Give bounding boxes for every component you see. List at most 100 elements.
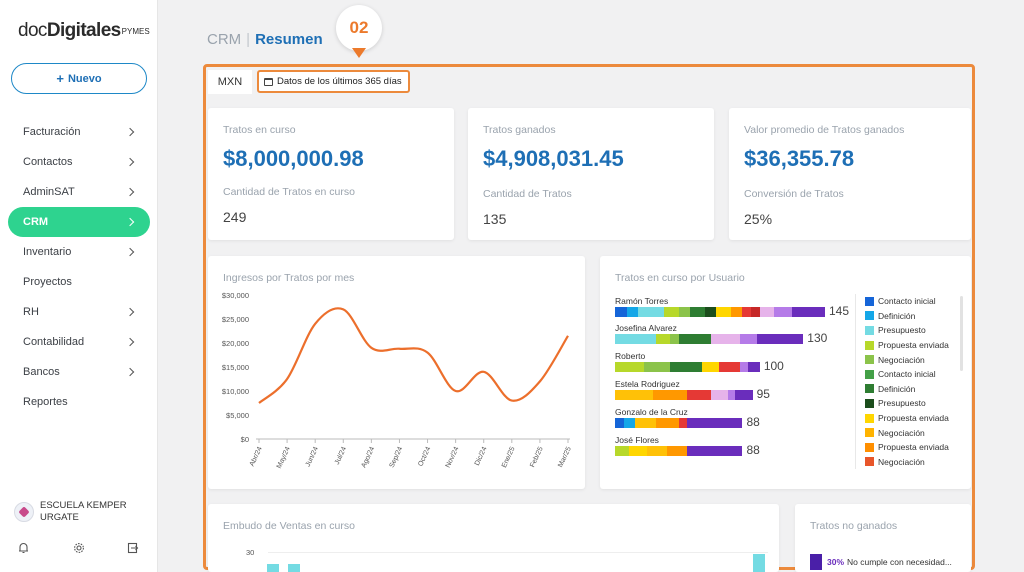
y-tick-label: $5,000 — [226, 411, 249, 420]
kpi-value: $8,000,000.98 — [223, 146, 364, 171]
sidebar-item-bancos[interactable]: Bancos — [8, 357, 150, 387]
funnel-bar — [267, 564, 279, 572]
lost-deals-entry: 30% No cumple con necesidad... — [810, 554, 952, 570]
sidebar-item-proyectos[interactable]: Proyectos — [8, 267, 150, 297]
bar-total: 88 — [746, 415, 760, 429]
bar-segment — [615, 390, 653, 400]
bar-segment — [678, 334, 711, 344]
legend-item[interactable]: Negociación — [865, 455, 965, 470]
user-name: Josefina Alvarez — [615, 323, 677, 333]
sidebar: docDigitalesPYMES + Nuevo Facturación Con… — [0, 0, 158, 572]
sidebar-item-inventario[interactable]: Inventario — [8, 237, 150, 267]
user-bar-row[interactable]: Roberto 100 — [615, 351, 860, 373]
bar-segment — [687, 446, 743, 456]
legend-item[interactable]: Definición — [865, 382, 965, 397]
bar-segment — [690, 307, 705, 317]
user-bar-row[interactable]: Ramón Torres 145 — [615, 296, 860, 318]
kpi-card-deals-in-progress: Tratos en curso $8,000,000.98 Cantidad d… — [208, 108, 454, 240]
breadcrumb-root[interactable]: CRM — [207, 31, 242, 48]
legend-label: Negociación — [878, 427, 925, 438]
bar-segment — [730, 307, 743, 317]
chart-title: Tratos no ganados — [810, 520, 898, 532]
new-button[interactable]: + Nuevo — [11, 63, 147, 94]
legend-item[interactable]: Propuesta enviada — [865, 411, 965, 426]
chart-title: Tratos en curso por Usuario — [615, 272, 745, 284]
logo[interactable]: docDigitalesPYMES — [18, 20, 150, 42]
bar-total: 145 — [829, 304, 850, 318]
legend-item[interactable]: Propuesta enviada — [865, 440, 965, 455]
sidebar-item-facturaci-n[interactable]: Facturación — [8, 117, 150, 147]
bar-segment — [652, 390, 688, 400]
sidebar-nav: Facturación Contactos AdminSAT CRM Inventari… — [8, 117, 150, 417]
legend-item[interactable]: Contacto inicial — [865, 294, 965, 309]
x-tick-label: Dic/24 — [474, 446, 489, 467]
legend-item[interactable]: Contacto inicial — [865, 367, 965, 382]
bell-icon[interactable] — [16, 542, 30, 556]
breadcrumb-current: Resumen — [255, 31, 323, 48]
sidebar-item-label: CRM — [23, 216, 49, 228]
bar-segment — [615, 334, 656, 344]
gear-icon[interactable] — [72, 542, 86, 556]
legend-swatch — [865, 413, 874, 423]
legend-label: Presupuesto — [878, 398, 926, 409]
legend-item[interactable]: Negociación — [865, 352, 965, 367]
legend-swatch — [865, 398, 874, 408]
bar-segment — [615, 446, 630, 456]
sidebar-item-reportes[interactable]: Reportes — [8, 387, 150, 417]
logo-part-digitales: Digitales — [46, 20, 121, 41]
currency-selector[interactable]: MXN — [208, 70, 252, 94]
sidebar-item-label: RH — [23, 306, 39, 318]
stacked-bar — [615, 307, 825, 317]
chevron-right-icon — [126, 247, 136, 257]
breadcrumb-separator: | — [246, 31, 251, 48]
bar-segment — [710, 334, 740, 344]
funnel-y-tick: 30 — [246, 548, 255, 557]
revenue-line-chart: $30,000 $25,000 $20,000 $15,000 $10,000 $5,00… — [222, 291, 573, 470]
legend-label: Propuesta enviada — [878, 413, 949, 424]
legend-item[interactable]: Presupuesto — [865, 396, 965, 411]
bar-segment — [664, 307, 679, 317]
user-bar-row[interactable]: Estela Rodriguez 95 — [615, 379, 860, 401]
bar-segment — [615, 418, 624, 428]
kpi-sub-value: 135 — [483, 211, 507, 227]
kpi-card-average-won: Valor promedio de Tratos ganados $36,355… — [729, 108, 971, 240]
breadcrumb: CRM | Resumen — [207, 31, 323, 48]
sidebar-item-contactos[interactable]: Contactos — [8, 147, 150, 177]
x-tick-label: Abr/24 — [249, 446, 264, 468]
bar-segment — [646, 446, 668, 456]
bar-segment — [687, 418, 743, 428]
user-bar-row[interactable]: Gonzalo de la Cruz 88 — [615, 407, 860, 429]
legend-item[interactable]: Presupuesto — [865, 323, 965, 338]
legend-item[interactable]: Definición — [865, 309, 965, 324]
user-bar-row[interactable]: José Flores 88 — [615, 435, 860, 457]
bar-total: 100 — [763, 359, 784, 373]
chevron-right-icon — [126, 217, 136, 227]
company-logo-icon — [14, 502, 34, 522]
bar-segment — [739, 334, 757, 344]
chart-title: Embudo de Ventas en curso — [223, 520, 355, 532]
step-marker: 02 — [336, 5, 382, 51]
y-tick-label: $20,000 — [222, 339, 249, 348]
legend-item[interactable]: Propuesta enviada — [865, 338, 965, 353]
bar-segment — [704, 307, 717, 317]
sidebar-item-crm[interactable]: CRM — [8, 207, 150, 237]
bar-total: 95 — [756, 387, 770, 401]
sidebar-item-rh[interactable]: RH — [8, 297, 150, 327]
legend-swatch — [865, 442, 874, 452]
user-bar-row[interactable]: Josefina Alvarez 130 — [615, 323, 860, 345]
bar-segment — [615, 307, 627, 317]
legend-item[interactable]: Negociación — [865, 425, 965, 440]
date-range-filter[interactable]: Datos de los últimos 365 días — [257, 70, 410, 93]
sidebar-item-label: Contactos — [23, 156, 73, 168]
company-info[interactable]: ESCUELA KEMPER URGATE — [14, 500, 140, 524]
logout-icon[interactable] — [126, 542, 140, 556]
chart-title: Ingresos por Tratos por mes — [223, 272, 355, 284]
y-tick-label: $15,000 — [222, 363, 249, 372]
x-tick-label: Oct/24 — [417, 446, 432, 468]
lost-deals-percent: 30% — [827, 557, 845, 567]
sidebar-item-adminsat[interactable]: AdminSAT — [8, 177, 150, 207]
legend-scrollbar[interactable] — [960, 296, 963, 371]
sidebar-item-contabilidad[interactable]: Contabilidad — [8, 327, 150, 357]
y-tick-label: $30,000 — [222, 291, 249, 300]
legend-swatch — [865, 311, 874, 321]
